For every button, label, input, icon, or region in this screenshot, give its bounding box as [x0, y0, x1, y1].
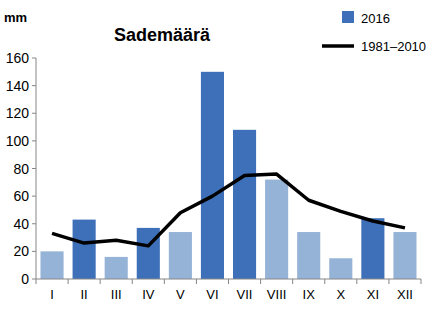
y-tick-label: 100 — [6, 133, 30, 149]
x-tick — [292, 279, 293, 284]
x-tick-label: XI — [367, 287, 379, 302]
x-tick — [132, 279, 133, 284]
y-tick-label: 20 — [13, 243, 29, 259]
y-tick-label: 0 — [21, 271, 29, 287]
bar — [297, 232, 320, 279]
bar — [73, 220, 96, 279]
bar — [233, 130, 256, 279]
legend-label: 1981–2010 — [361, 39, 426, 54]
x-tick — [228, 279, 229, 284]
x-tick-label: III — [111, 287, 122, 302]
x-tick — [68, 279, 69, 284]
bar — [169, 232, 192, 279]
y-tick-label: 160 — [6, 50, 30, 66]
x-tick — [388, 279, 389, 284]
y-tick-label: 40 — [13, 216, 29, 232]
x-tick — [324, 279, 325, 284]
x-tick-label: II — [81, 287, 88, 302]
x-tick — [100, 279, 101, 284]
y-tick-label: 60 — [13, 188, 29, 204]
title: Sademäärä — [114, 25, 211, 45]
y-axis-label: mm — [4, 10, 27, 25]
y-tick-label: 140 — [6, 78, 30, 94]
bar — [329, 258, 352, 279]
y-tick — [32, 58, 36, 59]
chart: 020406080100120140160IIIIIIIVVVIVIIVIIII… — [0, 0, 436, 331]
y-tick — [32, 196, 36, 197]
y-tick — [32, 279, 36, 280]
plot-area — [40, 72, 416, 279]
x-tick-label: V — [176, 287, 185, 302]
x-tick-label: VII — [237, 287, 253, 302]
legend-label: 2016 — [361, 11, 390, 26]
y-tick — [32, 223, 36, 224]
x-tick-label: IX — [303, 287, 316, 302]
bar — [40, 251, 63, 279]
x-tick-label: I — [50, 287, 54, 302]
y-tick-label: 120 — [6, 105, 30, 121]
bar — [105, 257, 128, 279]
x-tick-label: VI — [206, 287, 218, 302]
bar — [361, 218, 384, 279]
x-tick — [36, 279, 37, 284]
line — [52, 174, 405, 246]
x-tick — [421, 279, 422, 284]
y-tick — [32, 251, 36, 252]
x-tick — [196, 279, 197, 284]
x-tick-label: VIII — [267, 287, 287, 302]
y-tick — [32, 140, 36, 141]
y-tick — [32, 85, 36, 86]
bar — [265, 180, 288, 279]
x-tick — [260, 279, 261, 284]
x-tick — [164, 279, 165, 284]
legend-swatch — [342, 11, 354, 23]
y-axis — [36, 58, 37, 279]
x-tick-label: X — [336, 287, 345, 302]
x-tick-label: IV — [142, 287, 155, 302]
bar — [393, 232, 416, 279]
x-tick — [356, 279, 357, 284]
x-tick-label: XII — [397, 287, 413, 302]
y-tick — [32, 168, 36, 169]
legend-swatch — [322, 44, 354, 48]
bar — [201, 72, 224, 279]
y-tick — [32, 113, 36, 114]
y-tick-label: 80 — [13, 161, 29, 177]
